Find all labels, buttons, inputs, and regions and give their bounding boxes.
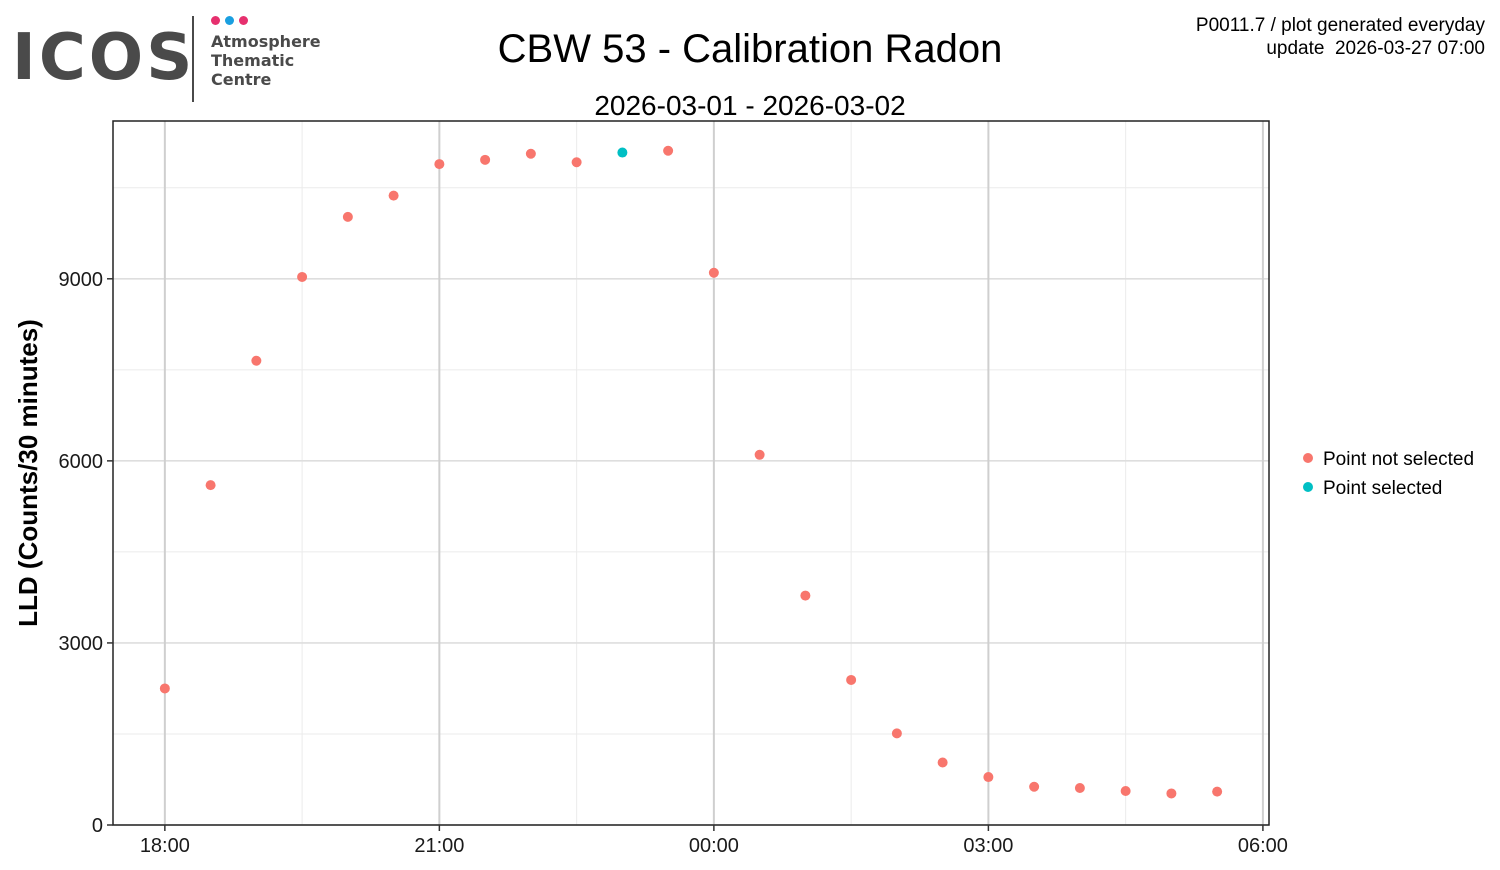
point-not-selected [708, 267, 719, 278]
point-selected [617, 147, 628, 158]
x-tick-label: 21:00 [414, 835, 464, 857]
logo-subtitle: Atmosphere Thematic Centre [211, 32, 321, 89]
chart-subtitle: 2026-03-01 - 2026-03-02 [594, 90, 906, 121]
chart-title: CBW 53 - Calibration Radon [497, 27, 1003, 71]
logo-dots-icon [211, 16, 248, 28]
plot-meta: P0011.7 / plot generated everyday update… [1196, 14, 1485, 60]
y-tick-label: 6000 [59, 451, 104, 473]
panel-border [112, 120, 1270, 826]
grid [113, 121, 1269, 826]
plot-meta-line-1: P0011.7 / plot generated everyday [1195, 15, 1485, 36]
logo-line-3: Centre [211, 70, 272, 89]
point-not-selected [480, 154, 491, 165]
x-tick-label: 00:00 [689, 835, 739, 857]
y-tick-label: 3000 [59, 633, 104, 655]
y-tick-label: 9000 [59, 269, 104, 291]
point-not-selected [891, 728, 902, 739]
point-not-selected [846, 674, 857, 685]
point-not-selected [983, 772, 994, 783]
legend: Point not selected Point selected [1303, 449, 1474, 499]
point-not-selected [388, 190, 399, 201]
point-not-selected [342, 211, 353, 222]
point-not-selected [297, 271, 308, 282]
x-tick-label: 03:00 [963, 835, 1013, 857]
legend-label-selected: Point selected [1323, 478, 1442, 499]
point-not-selected [1212, 786, 1223, 797]
x-tick-label: 18:00 [140, 835, 190, 857]
logo-dot-pink-2 [239, 16, 248, 25]
point-not-selected [1120, 786, 1131, 797]
logo-dot-pink [211, 16, 220, 25]
point-not-selected [205, 480, 216, 491]
x-tick-label: 06:00 [1238, 835, 1288, 857]
legend-label-not-selected: Point not selected [1323, 449, 1474, 470]
legend-key-not-selected [1303, 453, 1313, 463]
legend-key-selected [1303, 482, 1313, 492]
plot-meta-line-2: update 2026-03-27 07:00 [1266, 38, 1485, 59]
logo-line-2: Thematic [211, 51, 295, 70]
point-not-selected [525, 148, 536, 159]
point-not-selected [663, 145, 674, 156]
point-not-selected [754, 449, 765, 460]
point-not-selected [800, 590, 811, 601]
logo-line-1: Atmosphere [211, 32, 321, 51]
point-not-selected [1029, 781, 1040, 792]
x-axis: 18:00 21:00 00:00 03:00 06:00 [140, 825, 1288, 857]
point-not-selected [1166, 788, 1177, 799]
logo-dot-blue [225, 16, 234, 25]
data-points [159, 145, 1223, 799]
point-not-selected [1074, 782, 1085, 793]
point-not-selected [251, 355, 262, 366]
y-tick-label: 0 [92, 815, 103, 837]
point-not-selected [434, 159, 445, 170]
icos-logo: ICOS Atmosphere Thematic Centre [10, 12, 330, 107]
point-not-selected [571, 157, 582, 168]
y-axis: 0 3000 6000 9000 [59, 269, 113, 837]
point-not-selected [159, 683, 170, 694]
y-axis-title: LLD (Counts/30 minutes) [13, 319, 43, 627]
point-not-selected [937, 757, 948, 768]
logo-wordmark: ICOS [12, 21, 196, 95]
logo-divider [192, 16, 194, 102]
